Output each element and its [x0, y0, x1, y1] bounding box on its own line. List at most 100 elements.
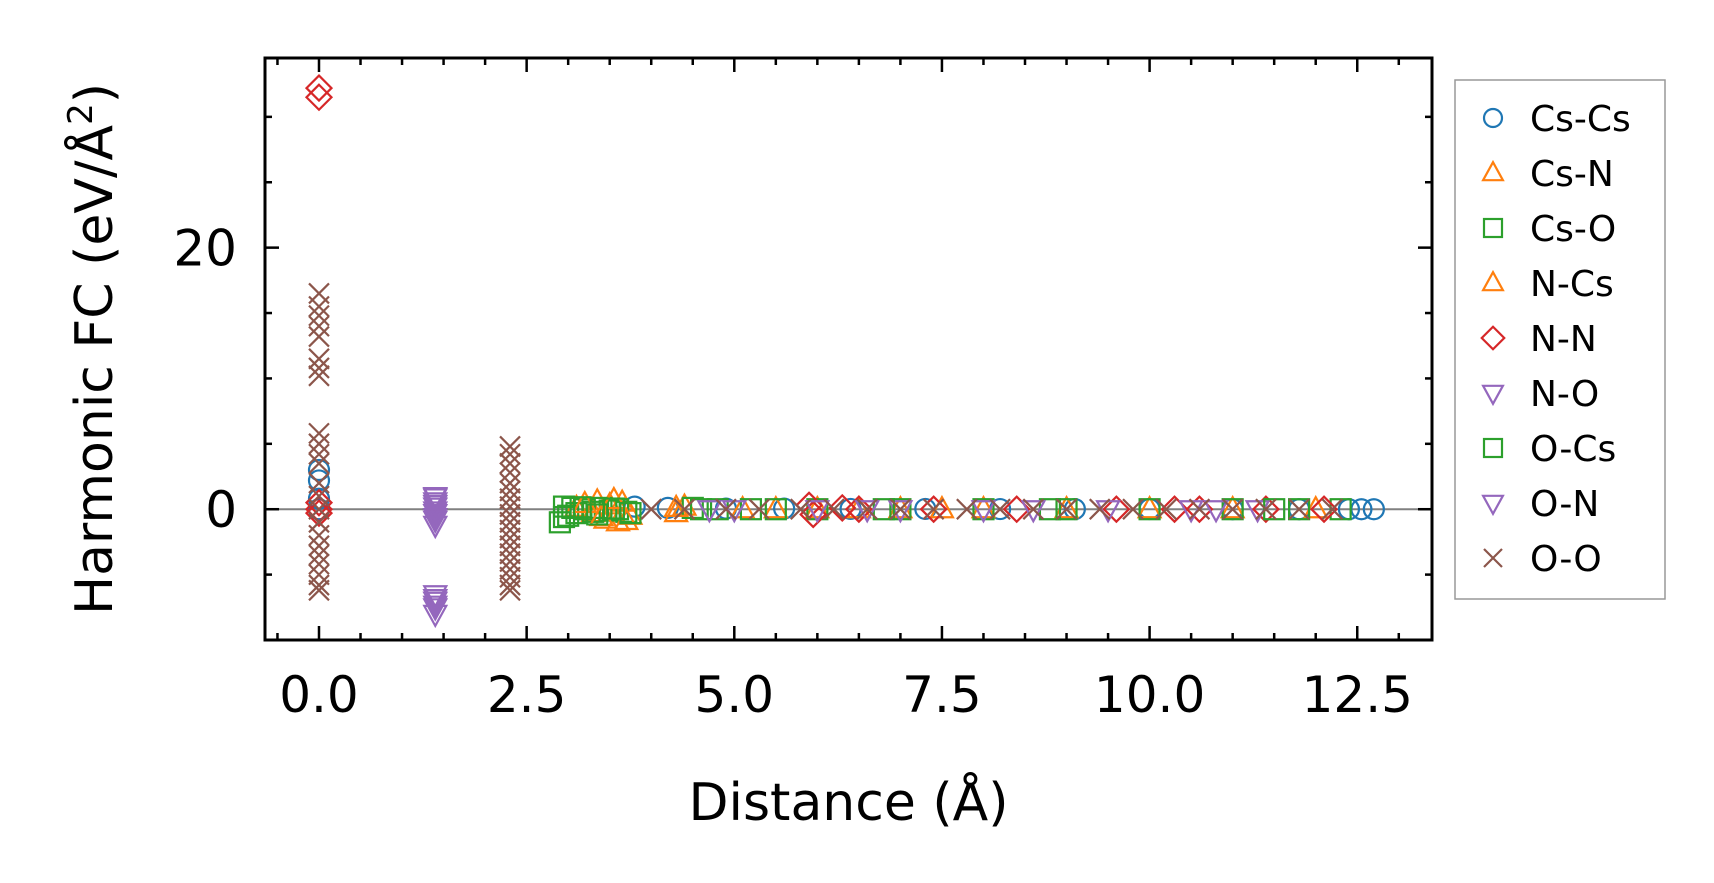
data-point — [308, 315, 330, 337]
legend-marker — [1483, 548, 1503, 568]
data-point — [499, 503, 521, 526]
legend-item: N-O — [1481, 374, 1599, 415]
y-axis-title-superscript: 2 — [61, 103, 101, 125]
x-axis-title: Distance (Å) — [688, 771, 1008, 833]
data-point — [422, 501, 449, 525]
data-point — [1055, 498, 1078, 521]
legend-item: O-Cs — [1482, 429, 1616, 470]
legend-marker — [1481, 269, 1505, 292]
data-point — [422, 504, 449, 528]
data-point — [499, 495, 521, 518]
data-point — [1138, 498, 1161, 521]
y-tick-label: 20 — [173, 220, 237, 278]
data-point — [619, 502, 642, 525]
data-point — [499, 558, 521, 581]
x-tick-label: 12.5 — [1302, 666, 1413, 724]
y-axis-title-main: Harmonic FC (eV/Å — [63, 124, 125, 615]
data-point — [922, 498, 945, 520]
data-point — [308, 563, 330, 586]
data-point — [499, 527, 521, 549]
data-point — [789, 498, 812, 520]
data-point — [307, 458, 331, 482]
series-o-cs — [552, 496, 1286, 529]
data-point — [1255, 498, 1277, 520]
data-point — [1188, 498, 1211, 520]
legend-label: O-O — [1530, 539, 1602, 580]
data-point — [856, 498, 878, 520]
data-point — [422, 591, 449, 616]
data-point — [308, 365, 330, 387]
data-point — [1302, 494, 1329, 519]
data-point — [1136, 494, 1163, 519]
data-point — [499, 487, 521, 510]
data-point — [422, 494, 449, 519]
data-point — [304, 499, 334, 528]
plot-frame — [263, 56, 1434, 642]
legend-marker — [1480, 325, 1506, 351]
data-point — [640, 498, 663, 520]
data-point — [499, 472, 521, 494]
data-point — [308, 535, 330, 557]
legend-label: N-N — [1530, 319, 1597, 360]
series-o-o — [308, 282, 1344, 602]
data-point — [308, 295, 330, 318]
data-point — [1263, 498, 1286, 521]
x-tick-label: 5.0 — [695, 666, 775, 724]
data-point — [422, 507, 449, 532]
data-point — [804, 500, 831, 524]
legend-marker — [1482, 107, 1504, 129]
data-point — [499, 519, 521, 541]
legend-item: N-Cs — [1481, 264, 1614, 305]
data-point — [715, 498, 737, 520]
legend-item: Cs-Cs — [1482, 99, 1631, 140]
legend-label: Cs-N — [1530, 154, 1614, 195]
data-point — [1020, 500, 1047, 524]
data-point — [689, 498, 713, 521]
data-point — [308, 422, 330, 445]
data-point — [970, 494, 997, 519]
data-point — [308, 304, 330, 327]
legend-marker — [1481, 494, 1505, 517]
data-point — [586, 503, 609, 526]
legend-item: N-N — [1480, 319, 1597, 360]
y-tick-label: 0 — [205, 481, 237, 539]
data-point — [696, 500, 723, 524]
data-point — [1288, 498, 1310, 520]
data-point — [804, 494, 831, 519]
data-point — [308, 433, 330, 455]
legend: Cs-Cs Cs-N Cs-O N-Cs N-N N-O O-Cs O-N O-O — [1454, 79, 1666, 600]
data-point — [308, 524, 330, 547]
x-tick-label: 7.5 — [902, 666, 982, 724]
data-point — [308, 325, 330, 348]
data-point — [844, 495, 873, 524]
data-point — [422, 604, 449, 629]
data-point — [499, 435, 521, 458]
data-point — [308, 348, 330, 370]
x-tick-label: 10.0 — [1094, 666, 1205, 724]
legend-label: O-Cs — [1530, 429, 1616, 470]
data-point — [1329, 498, 1352, 521]
series-o-n — [422, 488, 1229, 619]
data-point — [956, 498, 978, 520]
data-point — [499, 574, 521, 596]
data-point — [1321, 498, 1344, 520]
data-point — [1155, 498, 1177, 520]
data-point — [499, 535, 521, 557]
data-point — [615, 500, 638, 523]
legend-marker — [1481, 159, 1505, 182]
data-point — [1203, 500, 1229, 524]
legend-marker — [1482, 437, 1504, 459]
legend-label: Cs-Cs — [1530, 99, 1631, 140]
legend-item: Cs-N — [1481, 154, 1614, 195]
data-point — [887, 500, 914, 524]
data-point — [854, 500, 881, 524]
data-point — [422, 488, 449, 512]
legend-marker — [1481, 384, 1505, 407]
legend-item: O-N — [1481, 484, 1599, 525]
data-point — [889, 498, 912, 520]
legend-marker — [1482, 217, 1504, 239]
data-point — [499, 443, 521, 466]
data-point — [919, 495, 948, 524]
series-n-n — [304, 74, 1339, 529]
